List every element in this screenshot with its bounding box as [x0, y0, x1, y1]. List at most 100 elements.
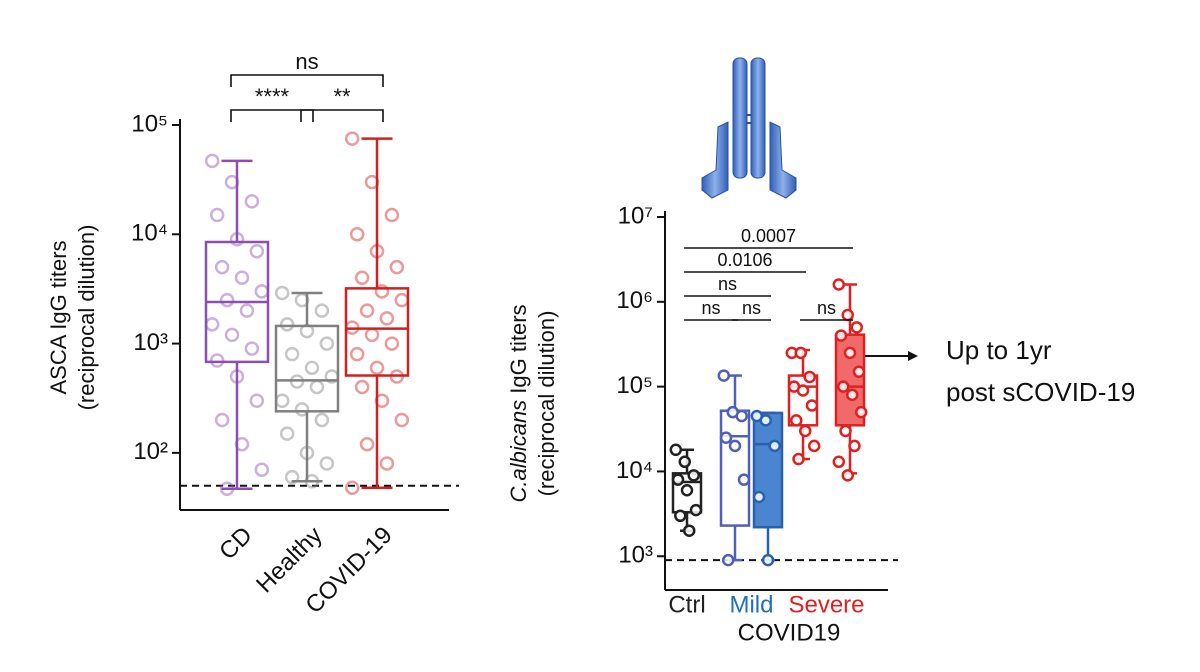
data-point [294, 292, 310, 308]
y-tick-label: 10³ [618, 542, 653, 569]
data-point [274, 285, 290, 301]
significance-label: 0.0106 [717, 250, 772, 270]
data-point [364, 174, 380, 190]
data-point [834, 329, 848, 342]
data-point [790, 414, 803, 427]
data-point [354, 379, 370, 395]
data-point [349, 346, 365, 362]
data-point [674, 509, 687, 523]
data-point [384, 207, 400, 223]
data-point [209, 353, 225, 368]
data-point [359, 436, 375, 452]
data-point [669, 443, 683, 457]
note: Up to 1yr [946, 335, 1052, 365]
y-axis-label: (reciprocal dilution) [74, 225, 99, 411]
data-point [299, 323, 315, 339]
data-point [717, 369, 731, 382]
x-tick-label: Severe [788, 591, 864, 618]
data-point [284, 469, 300, 485]
data-point [254, 462, 270, 478]
significance-label: ns [718, 274, 737, 294]
x-tick-label: CD [214, 522, 258, 566]
data-point [204, 153, 220, 169]
data-point [761, 553, 775, 567]
y-axis-label: (reciprocal dilution) [534, 311, 559, 497]
data-point [839, 424, 852, 438]
data-point [304, 473, 320, 489]
significance-bracket [300, 109, 384, 122]
significance-label: ns [817, 298, 836, 318]
data-point [229, 369, 245, 384]
data-point [852, 365, 866, 378]
significance-label: **** [255, 84, 290, 109]
data-point [324, 369, 340, 384]
y-tick-label: 10⁷ [618, 202, 653, 229]
y-tick-label: 10² [133, 438, 168, 465]
data-point [349, 227, 365, 242]
data-point [219, 481, 235, 496]
data-point [314, 303, 330, 318]
data-point [807, 439, 821, 453]
data-point [319, 336, 335, 351]
significance-label: ** [333, 84, 351, 109]
data-point [364, 327, 380, 343]
box [719, 409, 751, 527]
data-point [850, 321, 863, 334]
data-point [314, 412, 330, 428]
data-point [214, 412, 230, 428]
significance-label: ns [701, 298, 720, 318]
data-point [244, 341, 260, 356]
data-point [344, 480, 360, 495]
data-point [394, 412, 410, 428]
data-point [832, 278, 846, 291]
data-point [796, 384, 810, 397]
data-point [837, 380, 850, 393]
data-point [848, 439, 861, 453]
y-tick-label: 10⁴ [616, 457, 653, 484]
data-point [209, 207, 225, 223]
data-point [752, 490, 766, 504]
significance-bracket [230, 109, 314, 122]
data-point [792, 452, 805, 466]
data-point [379, 311, 395, 326]
data-point [309, 379, 325, 395]
data-point [794, 346, 808, 360]
data-point [689, 503, 703, 517]
note: post sCOVID-19 [946, 377, 1135, 407]
data-point [319, 456, 335, 471]
data-point [289, 374, 305, 389]
box [344, 287, 410, 377]
data-point [832, 455, 846, 469]
y-tick-label: 10⁵ [616, 372, 653, 399]
data-point [671, 473, 685, 486]
significance-bracket [230, 74, 384, 87]
data-point [304, 360, 320, 376]
x-tick-label: Ctrl [668, 591, 705, 618]
data-point [843, 346, 857, 360]
data-point [719, 431, 733, 444]
data-point [759, 414, 773, 427]
data-point [845, 388, 859, 402]
y-axis-label-italic: C.albicans [506, 400, 531, 503]
y-tick-label: 10⁵ [131, 110, 168, 137]
data-point [274, 393, 290, 408]
data-point [299, 445, 315, 461]
data-point [687, 469, 700, 482]
y-axis-label: ASCA IgG titers [46, 240, 71, 394]
data-point [374, 284, 390, 299]
data-point [728, 439, 742, 453]
data-point [394, 292, 410, 308]
data-point [244, 194, 260, 209]
data-point [369, 243, 385, 259]
significance-label: ns [295, 49, 318, 74]
data-point [344, 131, 360, 146]
data-point [680, 484, 694, 497]
data-point [254, 284, 270, 299]
data-point [805, 399, 819, 412]
significance-label: ns [742, 298, 761, 318]
y-tick-label: 10³ [133, 329, 168, 356]
data-point [204, 317, 220, 332]
data-point [279, 426, 295, 441]
data-point [369, 360, 385, 376]
data-point [354, 270, 370, 286]
